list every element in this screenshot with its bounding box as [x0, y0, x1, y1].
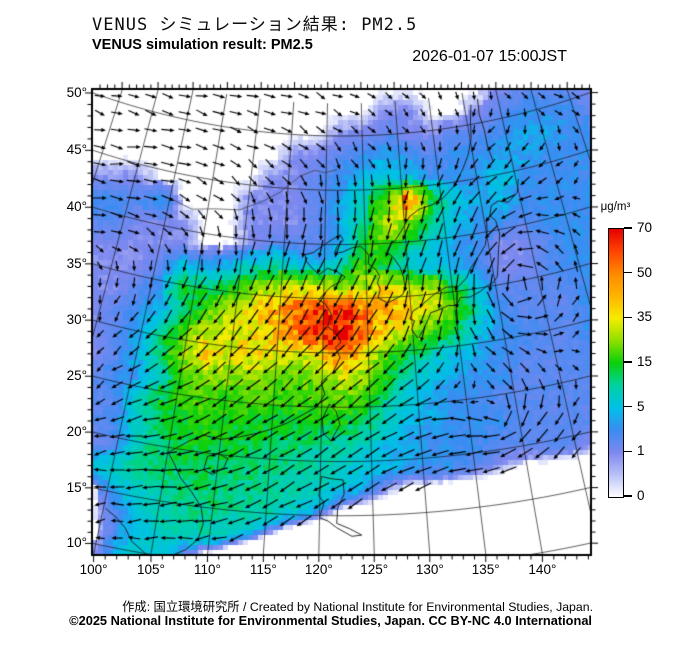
- colorbar-tick: [624, 495, 632, 497]
- lat-axis-label: 25°: [66, 368, 87, 384]
- lon-axis-label: 110°: [194, 562, 221, 577]
- lat-axis-label: 45°: [66, 142, 87, 158]
- lat-axis-label: 20°: [66, 424, 87, 440]
- lat-axis-label: 50°: [66, 84, 87, 100]
- lat-axis-label: 30°: [66, 312, 87, 328]
- datetime-label: 2026-01-07 15:00JST: [412, 48, 567, 65]
- colorbar-tick-label: 70: [637, 220, 653, 235]
- lon-axis-label: 120°: [304, 562, 333, 577]
- title-japanese: VENUS シミュレーション結果: PM2.5: [92, 15, 418, 35]
- credit-line: 作成: 国立環境研究所 / Created by National Instit…: [122, 600, 593, 614]
- title-english: VENUS simulation result: PM2.5: [92, 37, 313, 53]
- lon-axis-label: 125°: [360, 562, 389, 577]
- colorbar-tick: [624, 316, 632, 319]
- colorbar-tick-label: 15: [637, 354, 653, 369]
- colorbar-unit-label: μg/m³: [600, 201, 631, 213]
- lon-axis-label: 140°: [528, 562, 557, 577]
- lon-axis-label: 100°: [79, 562, 108, 577]
- lon-axis-label: 105°: [137, 562, 165, 577]
- copyright-line: ©2025 National Institute for Environment…: [69, 613, 592, 628]
- colorbar-tick: [624, 405, 632, 408]
- colorbar-tick: [624, 227, 632, 229]
- colorbar-tick-label: 1: [637, 443, 645, 459]
- colorbar-tick: [624, 271, 632, 274]
- colorbar-tick: [624, 361, 632, 363]
- lon-axis-label: 115°: [249, 562, 277, 577]
- lon-axis-label: 135°: [471, 562, 500, 577]
- colorbar-tick-label: 5: [637, 398, 645, 414]
- lon-axis-label: 130°: [415, 562, 444, 577]
- lat-axis-label: 15°: [66, 479, 87, 495]
- lat-axis-label: 35°: [66, 255, 87, 271]
- lat-axis-label: 10°: [66, 535, 87, 551]
- colorbar-gradient: [608, 228, 624, 498]
- colorbar-tick-label: 35: [637, 309, 653, 325]
- colorbar-tick: [624, 450, 632, 453]
- colorbar-tick-label: 0: [637, 488, 645, 503]
- colorbar-tick-label: 50: [637, 264, 653, 280]
- lat-axis-label: 40°: [66, 199, 87, 215]
